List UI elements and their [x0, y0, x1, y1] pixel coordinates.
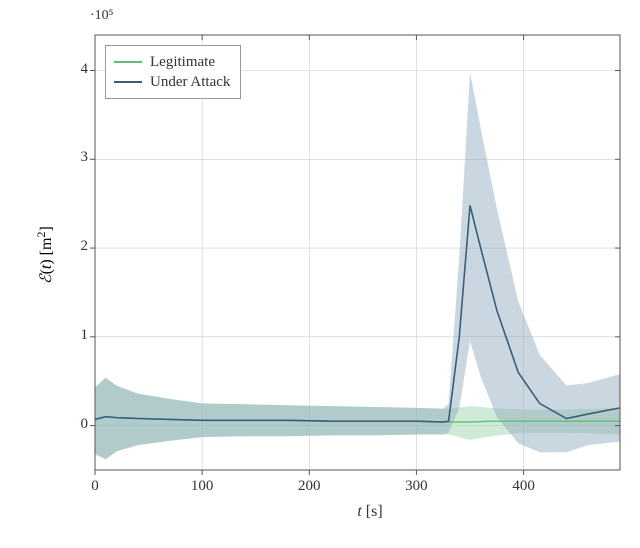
x-tick-label: 100	[182, 478, 222, 495]
x-tick-label: 200	[289, 478, 329, 495]
y-tick-label: 2	[60, 238, 88, 255]
x-tick-label: 0	[75, 478, 115, 495]
chart-container: ·10⁵ ℰ(t) [m2] t [s] 0 100 200 300 400 0 1 2 3 4…	[0, 0, 640, 543]
y-tick-label: 3	[60, 149, 88, 166]
x-tick-label: 300	[396, 478, 436, 495]
legend-label: Under Attack	[150, 74, 230, 91]
y-tick-label: 0	[60, 416, 88, 433]
legend-entry: Legitimate	[114, 52, 230, 72]
legend-swatch	[114, 81, 142, 83]
legend: Legitimate Under Attack	[105, 45, 241, 99]
y-tick-label: 1	[60, 327, 88, 344]
y-tick-label: 4	[60, 61, 88, 78]
legend-swatch	[114, 61, 142, 63]
y-axis-label: ℰ(t) [m2]	[34, 195, 56, 315]
x-axis-label: t [s]	[310, 503, 430, 521]
chart-svg	[0, 0, 640, 543]
x-tick-label: 400	[504, 478, 544, 495]
legend-label: Legitimate	[150, 54, 215, 71]
legend-entry: Under Attack	[114, 72, 230, 92]
y-exponent-label: ·10⁵	[90, 8, 114, 24]
